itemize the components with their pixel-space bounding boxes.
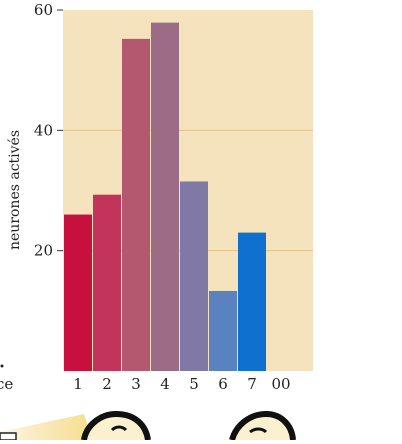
bar-3 [122, 38, 150, 371]
y-axis-ticks: 20 40 60 [34, 1, 63, 260]
x-tick-label-7: 7 [247, 375, 257, 393]
y-tick-label-40: 40 [34, 121, 53, 139]
x-tick-label-4: 4 [160, 375, 170, 393]
bar-1 [64, 214, 92, 371]
left-eye-highlight [110, 425, 128, 432]
bar-5 [180, 181, 208, 371]
x-axis-ticks: 1 2 3 4 5 6 7 00 [73, 375, 290, 393]
bars [64, 22, 266, 371]
x-tick-label-1: 1 [73, 375, 83, 393]
bar-2 [93, 194, 121, 371]
bar-7 [238, 232, 266, 371]
x-tick-label-extra: 00 [271, 375, 290, 393]
eyes-illustration [0, 410, 296, 441]
bar-6 [209, 290, 237, 371]
y-axis-label: neurones activés [7, 130, 23, 250]
small-lens-shape [0, 432, 17, 441]
x-tick-label-5: 5 [189, 375, 199, 393]
right-eye-highlight [249, 427, 268, 434]
right-eye-icon [229, 410, 296, 441]
cut-off-axis-label: ce [0, 375, 13, 393]
x-tick-label-6: 6 [218, 375, 228, 393]
y-tick-label-60: 60 [34, 1, 53, 19]
cut-off-dot [0, 364, 4, 368]
x-tick-label-2: 2 [102, 375, 112, 393]
bar-4 [151, 22, 179, 371]
x-tick-label-3: 3 [131, 375, 141, 393]
eye-light-beam [0, 414, 92, 440]
y-tick-label-20: 20 [34, 242, 53, 260]
